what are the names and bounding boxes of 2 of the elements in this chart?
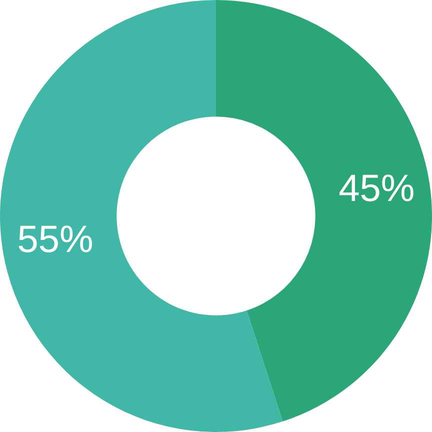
data-label: 45% bbox=[338, 168, 415, 210]
data-label: 55% bbox=[17, 218, 94, 261]
